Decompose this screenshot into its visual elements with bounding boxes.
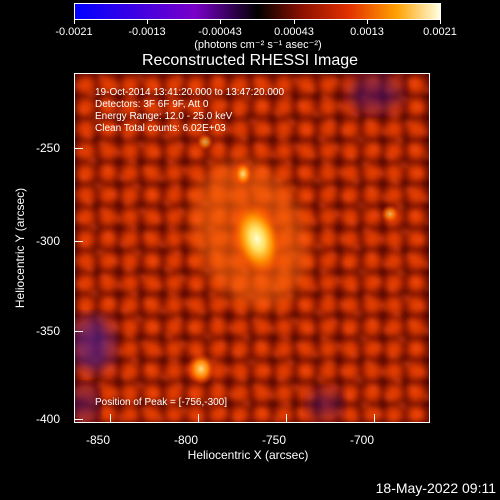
info-counts: Clean Total counts: 6.02E+03 <box>95 123 226 134</box>
y-tick-label: -250 <box>36 141 61 155</box>
colorbar-units: (photons cm⁻² s⁻¹ asec⁻²) <box>194 39 322 51</box>
x-tick-label: -850 <box>85 433 111 447</box>
x-axis-label: Heliocentric X (arcsec) <box>187 448 309 462</box>
x-tick-mark <box>374 414 375 422</box>
y-tick-label: -400 <box>36 412 61 426</box>
info-detectors: Detectors: 3F 6F 9F, Att 0 <box>95 99 209 110</box>
x-tick-mark <box>198 414 199 422</box>
y-axis-label: Heliocentric Y (arcsec) <box>13 187 27 309</box>
y-tick-mark <box>75 148 83 149</box>
colorbar-tick-label: -0.0021 <box>55 26 93 38</box>
colorbar-tick-label: 0.0021 <box>423 26 457 38</box>
colorbar-tick-label: 0.0013 <box>350 26 384 38</box>
info-time-range: 19-Oct-2014 13:41:20.000 to 13:47:20.000 <box>95 87 285 98</box>
y-tick-mark <box>75 331 83 332</box>
plot-title: Reconstructed RHESSI Image <box>141 52 359 69</box>
y-tick-mark <box>75 419 83 420</box>
y-tick-mark <box>75 241 83 242</box>
y-tick-label: -350 <box>36 324 61 338</box>
peak-position-label: Position of Peak = [-756,-300] <box>95 397 228 408</box>
colorbar-gradient <box>75 4 440 19</box>
x-tick-label: -800 <box>173 433 199 447</box>
colorbar-tick-label: -0.0013 <box>128 26 166 38</box>
y-tick-label: -300 <box>36 234 61 248</box>
info-energy-range: Energy Range: 12.0 - 25.0 keV <box>95 111 233 122</box>
colorbar-tick-label: -0.00043 <box>198 26 242 38</box>
image-plot <box>74 73 430 423</box>
solar-image <box>75 74 429 422</box>
footer-timestamp: 18-May-2022 09:11 <box>375 480 496 496</box>
colorbar-tick-label: 0.00043 <box>274 26 314 38</box>
x-tick-mark <box>110 414 111 422</box>
x-tick-mark <box>286 414 287 422</box>
x-tick-label: -700 <box>349 433 375 447</box>
colorbar <box>74 3 441 20</box>
x-tick-label: -750 <box>261 433 287 447</box>
